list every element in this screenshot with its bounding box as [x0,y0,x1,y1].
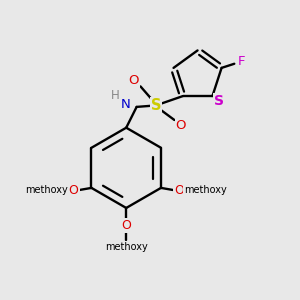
Text: O: O [121,219,131,232]
Text: O: O [174,184,184,197]
Text: S: S [151,98,161,113]
Text: methoxy: methoxy [26,185,68,195]
Text: H: H [111,89,120,102]
Text: O: O [129,74,139,87]
Text: methoxy: methoxy [184,185,227,195]
Text: N: N [121,98,130,111]
Text: S: S [214,94,224,109]
Text: F: F [238,55,245,68]
Text: methoxy: methoxy [105,242,148,252]
Text: O: O [69,184,79,197]
Text: O: O [176,119,186,132]
